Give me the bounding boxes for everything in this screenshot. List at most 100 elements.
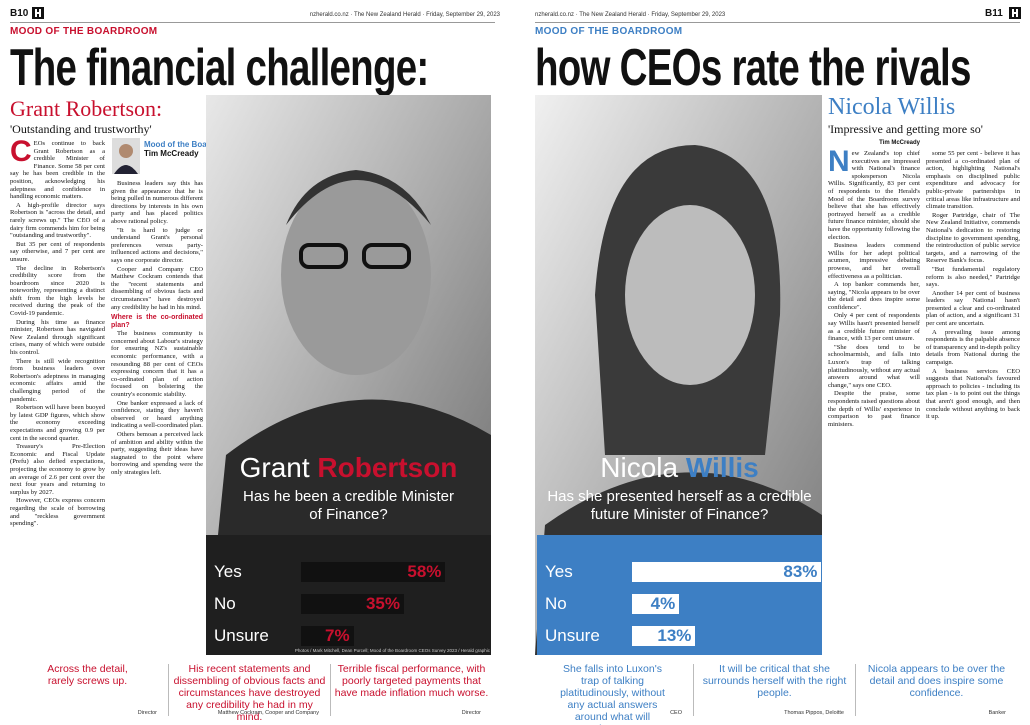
left-page: B10 nzherald.co.nz · The New Zealand Her… xyxy=(0,0,505,725)
paragraph: some 55 per cent - believe it has presen… xyxy=(926,150,1020,211)
quote-source: Banker xyxy=(988,710,1006,716)
drop-cap: C xyxy=(10,140,32,168)
quote-source: Director xyxy=(461,710,481,716)
paragraph: "It is hard to judge or understand Grant… xyxy=(111,226,203,264)
logo xyxy=(1009,7,1021,19)
poll-first-name: Nicola xyxy=(600,452,679,483)
bar: 58% xyxy=(301,562,446,582)
paragraph: But 35 per cent of respondents say other… xyxy=(10,240,105,263)
quote-source: Matthew Cockram, Cooper and Company xyxy=(217,710,319,716)
value-label: 4% xyxy=(650,594,676,613)
rule xyxy=(855,664,856,716)
section: MOOD OF THE BOARDROOM xyxy=(535,26,683,37)
paragraph: A business services CEO suggests that Na… xyxy=(926,367,1020,421)
bar: 4% xyxy=(632,594,680,614)
paragraph: Others bemoan a perceived lack of ambiti… xyxy=(111,431,203,476)
rule xyxy=(168,664,169,716)
value-label: 58% xyxy=(407,562,442,581)
quote-source: Thomas Pippos, Deloitte xyxy=(784,710,844,716)
paragraph: Only 4 per cent of respondents say Willi… xyxy=(828,312,920,343)
column: Business leaders say this has given the … xyxy=(111,180,203,655)
bar-label: Yes xyxy=(545,562,573,581)
quote-source: CEO xyxy=(670,710,682,716)
author-photo xyxy=(112,138,140,174)
subhead: 'Impressive and getting more so' xyxy=(828,122,983,136)
rule xyxy=(693,664,694,716)
subheading: Where is the co-ordinated plan? xyxy=(111,314,203,329)
poll-first-name: Grant xyxy=(239,452,310,483)
date: Friday, September 29, 2023 xyxy=(426,12,500,18)
paper: The New Zealand Herald xyxy=(354,12,421,18)
pull-quote: She falls into Luxon's trap of talking p… xyxy=(560,663,665,725)
poll-last-name: Willis xyxy=(685,452,759,483)
bar: 35% xyxy=(301,594,404,614)
section: MOOD OF THE BOARDROOM xyxy=(10,26,158,37)
credit: Photos / Mark Mitchell, Dean Purcell; Mo… xyxy=(294,648,490,653)
quote-source: Director xyxy=(137,710,157,716)
pull-quote: His recent statements and dissembling of… xyxy=(173,663,326,723)
bar-label: Unsure xyxy=(545,626,600,645)
value-label: 35% xyxy=(365,594,400,613)
drop-cap: N xyxy=(828,150,850,178)
bar-label: Yes xyxy=(214,562,242,581)
bar-label: No xyxy=(545,594,567,613)
person-name: Nicola Willis xyxy=(828,94,956,120)
series: Mood of the Boardroom xyxy=(144,140,235,149)
pull-quote: Across the detail, rarely screws up. xyxy=(47,663,128,687)
pull-quote: Nicola appears to be over the detail and… xyxy=(867,663,1006,699)
logo xyxy=(32,7,44,19)
value-label: 83% xyxy=(783,562,818,581)
author: Tim McCready xyxy=(144,149,199,158)
bar: 83% xyxy=(632,562,822,582)
paragraph: During his time as finance minister, Rob… xyxy=(10,318,105,357)
paragraph: "She does tend to be schoolmarmish, and … xyxy=(828,343,920,389)
bar: 7% xyxy=(301,626,354,646)
paragraph: Robertson will have been buoyed by lates… xyxy=(10,404,105,442)
bar: 13% xyxy=(632,626,696,646)
paragraph: Business leaders commend Willis for her … xyxy=(828,242,920,280)
paragraph: A top banker commends her, saying, "Nico… xyxy=(828,281,920,311)
paragraph: There is still wide recognition from bus… xyxy=(10,357,105,403)
value-label: 13% xyxy=(657,626,692,645)
rule xyxy=(330,664,331,716)
poll-question: Has he been a credible Minister of Finan… xyxy=(243,488,454,523)
paragraph: One banker expressed a lack of confidenc… xyxy=(111,399,203,430)
column: some 55 per cent - believe it has presen… xyxy=(926,150,1020,655)
paragraph: A prevailing issue among respondents is … xyxy=(926,328,1020,367)
paragraph: Treasury's Pre-Election Economic and Fis… xyxy=(10,443,105,496)
paragraph: The decline in Robertson's credibility s… xyxy=(10,264,105,318)
paper: The New Zealand Herald xyxy=(579,12,646,18)
headline: how CEOs rate the rivals xyxy=(535,39,971,97)
paragraph: Business leaders say this has given the … xyxy=(111,180,203,225)
headline: The financial challenge: xyxy=(10,39,429,97)
paragraph: C EOs continue to back Grant Robertson as… xyxy=(10,140,105,201)
column: C EOs continue to back Grant Robertson as… xyxy=(10,140,105,655)
paragraph: Despite the praise, some respondents rai… xyxy=(828,390,920,428)
bar-label: No xyxy=(214,594,236,613)
page-number: B11 xyxy=(985,8,1003,19)
paragraph: The business community is concerned abou… xyxy=(111,330,203,399)
value-label: 7% xyxy=(325,626,350,645)
person-name: Grant Robertson: xyxy=(10,96,163,121)
paragraph: Another 14 per cent of business leaders … xyxy=(926,289,1020,328)
site: nzherald.co.nz xyxy=(535,12,575,18)
date: Friday, September 29, 2023 xyxy=(651,12,726,18)
paragraph: "But fundamental regulatory reform is al… xyxy=(926,265,1020,289)
pull-quote: It will be critical that she surrounds h… xyxy=(702,663,847,699)
poll-question: Has she presented herself as a credible … xyxy=(547,488,812,523)
bar-label: Unsure xyxy=(214,626,269,645)
right-page: nzherald.co.nz · The New Zealand Herald … xyxy=(525,0,1030,725)
site: nzherald.co.nz xyxy=(309,12,349,18)
paragraph: Cooper and Company CEO Matthew Cockram c… xyxy=(111,265,203,311)
paragraph: However, CEOs express concern regarding … xyxy=(10,497,105,528)
pull-quote: Terrible fiscal performance, with poorly… xyxy=(334,663,489,699)
paragraph: Roger Partridge, chair of The New Zealan… xyxy=(926,211,1020,265)
paragraph: A high-profile director says Robertson i… xyxy=(10,201,105,240)
subhead: 'Outstanding and trustworthy' xyxy=(10,122,152,136)
page-number: B10 xyxy=(10,8,29,19)
poll-last-name: Robertson xyxy=(317,452,458,483)
author: Tim McCready xyxy=(879,140,920,146)
